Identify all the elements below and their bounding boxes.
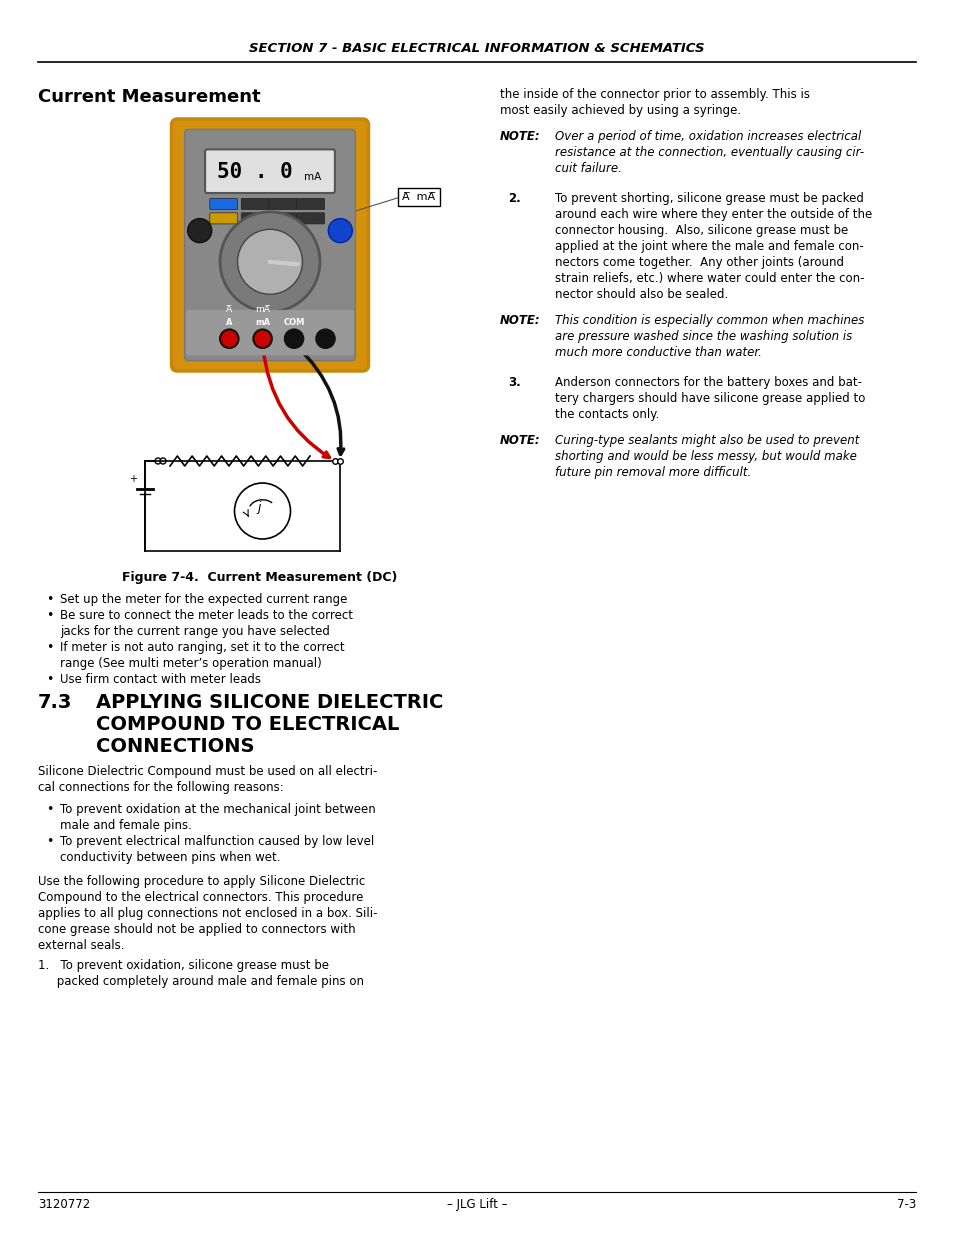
Text: 3.: 3. [507,375,520,389]
Text: applies to all plug connections not enclosed in a box. Sili-: applies to all plug connections not encl… [38,906,377,920]
Circle shape [160,458,166,464]
Text: •: • [46,609,53,622]
FancyBboxPatch shape [241,199,269,210]
FancyBboxPatch shape [269,212,296,224]
Circle shape [315,330,335,348]
Text: most easily achieved by using a syringe.: most easily achieved by using a syringe. [499,104,740,117]
Text: cal connections for the following reasons:: cal connections for the following reason… [38,781,283,794]
Text: Use firm contact with meter leads: Use firm contact with meter leads [60,673,261,685]
Text: To prevent oxidation at the mechanical joint between: To prevent oxidation at the mechanical j… [60,803,375,816]
Circle shape [253,330,272,348]
Text: jacks for the current range you have selected: jacks for the current range you have sel… [60,625,330,638]
Text: shorting and would be less messy, but would make: shorting and would be less messy, but wo… [555,450,856,463]
Text: around each wire where they enter the outside of the: around each wire where they enter the ou… [555,207,871,221]
Text: •: • [46,803,53,816]
Text: connector housing.  Also, silicone grease must be: connector housing. Also, silicone grease… [555,224,847,237]
Circle shape [154,458,161,464]
Text: Curing-type sealants might also be used to prevent: Curing-type sealants might also be used … [555,433,859,447]
Text: This condition is especially common when machines: This condition is especially common when… [555,314,863,327]
Circle shape [234,483,291,538]
Text: 7-3: 7-3 [896,1198,915,1212]
Text: NOTE:: NOTE: [499,314,540,327]
Text: applied at the joint where the male and female con-: applied at the joint where the male and … [555,240,862,253]
Text: Compound to the electrical connectors. This procedure: Compound to the electrical connectors. T… [38,890,363,904]
Text: strain reliefs, etc.) where water could enter the con-: strain reliefs, etc.) where water could … [555,272,863,285]
Text: COMPOUND TO ELECTRICAL: COMPOUND TO ELECTRICAL [96,715,399,734]
Text: If meter is not auto ranging, set it to the correct: If meter is not auto ranging, set it to … [60,641,344,655]
Text: •: • [46,641,53,655]
Text: the inside of the connector prior to assembly. This is: the inside of the connector prior to ass… [499,88,809,101]
Text: A̅: A̅ [226,305,233,314]
Text: range (See multi meter’s operation manual): range (See multi meter’s operation manua… [60,657,321,671]
Text: CONNECTIONS: CONNECTIONS [96,737,254,756]
Text: mA: mA [254,317,270,327]
FancyBboxPatch shape [296,199,324,210]
Text: A̅  mA̅: A̅ mA̅ [402,191,436,203]
Text: NOTE:: NOTE: [499,433,540,447]
Text: – JLG Lift –: – JLG Lift – [446,1198,507,1212]
Text: male and female pins.: male and female pins. [60,819,192,832]
Circle shape [220,330,238,348]
Text: To prevent shorting, silicone grease must be packed: To prevent shorting, silicone grease mus… [555,191,863,205]
Text: mA: mA [304,172,321,182]
Circle shape [285,330,303,348]
Text: •: • [46,673,53,685]
Text: much more conductive than water.: much more conductive than water. [555,346,761,359]
Text: SECTION 7 - BASIC ELECTRICAL INFORMATION & SCHEMATICS: SECTION 7 - BASIC ELECTRICAL INFORMATION… [249,42,704,56]
FancyBboxPatch shape [241,212,269,224]
Text: •: • [46,593,53,606]
Text: 50 . 0: 50 . 0 [216,162,293,182]
FancyBboxPatch shape [296,212,324,224]
FancyBboxPatch shape [205,149,335,193]
Text: COM: COM [283,317,304,327]
Text: conductivity between pins when wet.: conductivity between pins when wet. [60,851,280,864]
Text: 7.3: 7.3 [38,693,72,713]
Text: cone grease should not be applied to connectors with: cone grease should not be applied to con… [38,923,355,936]
Text: are pressure washed since the washing solution is: are pressure washed since the washing so… [555,330,851,343]
Text: Use the following procedure to apply Silicone Dielectric: Use the following procedure to apply Sil… [38,876,365,888]
Text: 2.: 2. [507,191,520,205]
Text: Silicone Dielectric Compound must be used on all electri-: Silicone Dielectric Compound must be use… [38,764,377,778]
Text: resistance at the connection, eventually causing cir-: resistance at the connection, eventually… [555,146,863,159]
Text: NOTE:: NOTE: [499,130,540,143]
FancyBboxPatch shape [185,130,355,361]
FancyBboxPatch shape [269,199,296,210]
Text: cuit failure.: cuit failure. [555,162,621,175]
Text: tery chargers should have silicone grease applied to: tery chargers should have silicone greas… [555,391,864,405]
Text: mA̅: mA̅ [254,305,270,314]
Text: Current Measurement: Current Measurement [38,88,260,106]
Text: j: j [257,501,261,515]
FancyBboxPatch shape [187,310,353,354]
Text: Over a period of time, oxidation increases electrical: Over a period of time, oxidation increas… [555,130,861,143]
Text: the contacts only.: the contacts only. [555,408,659,421]
Circle shape [220,212,319,311]
FancyBboxPatch shape [172,119,368,370]
Text: APPLYING SILICONE DIELECTRIC: APPLYING SILICONE DIELECTRIC [96,693,443,713]
Circle shape [188,219,212,242]
Text: future pin removal more difficult.: future pin removal more difficult. [555,466,750,479]
Text: +: + [129,474,137,484]
FancyBboxPatch shape [210,212,237,224]
Circle shape [237,230,302,294]
Text: nector should also be sealed.: nector should also be sealed. [555,288,727,301]
Text: To prevent electrical malfunction caused by low level: To prevent electrical malfunction caused… [60,835,374,848]
Text: 1.   To prevent oxidation, silicone grease must be: 1. To prevent oxidation, silicone grease… [38,960,329,972]
Text: •: • [46,835,53,848]
Text: external seals.: external seals. [38,939,125,952]
Text: Be sure to connect the meter leads to the correct: Be sure to connect the meter leads to th… [60,609,353,622]
Text: Figure 7-4.  Current Measurement (DC): Figure 7-4. Current Measurement (DC) [122,571,397,584]
Text: 3120772: 3120772 [38,1198,91,1212]
Text: Anderson connectors for the battery boxes and bat-: Anderson connectors for the battery boxe… [555,375,862,389]
Text: Set up the meter for the expected current range: Set up the meter for the expected curren… [60,593,347,606]
Text: nectors come together.  Any other joints (around: nectors come together. Any other joints … [555,256,843,269]
FancyBboxPatch shape [210,199,237,210]
Text: packed completely around male and female pins on: packed completely around male and female… [38,974,364,988]
Text: A: A [226,317,233,327]
Circle shape [328,219,352,242]
